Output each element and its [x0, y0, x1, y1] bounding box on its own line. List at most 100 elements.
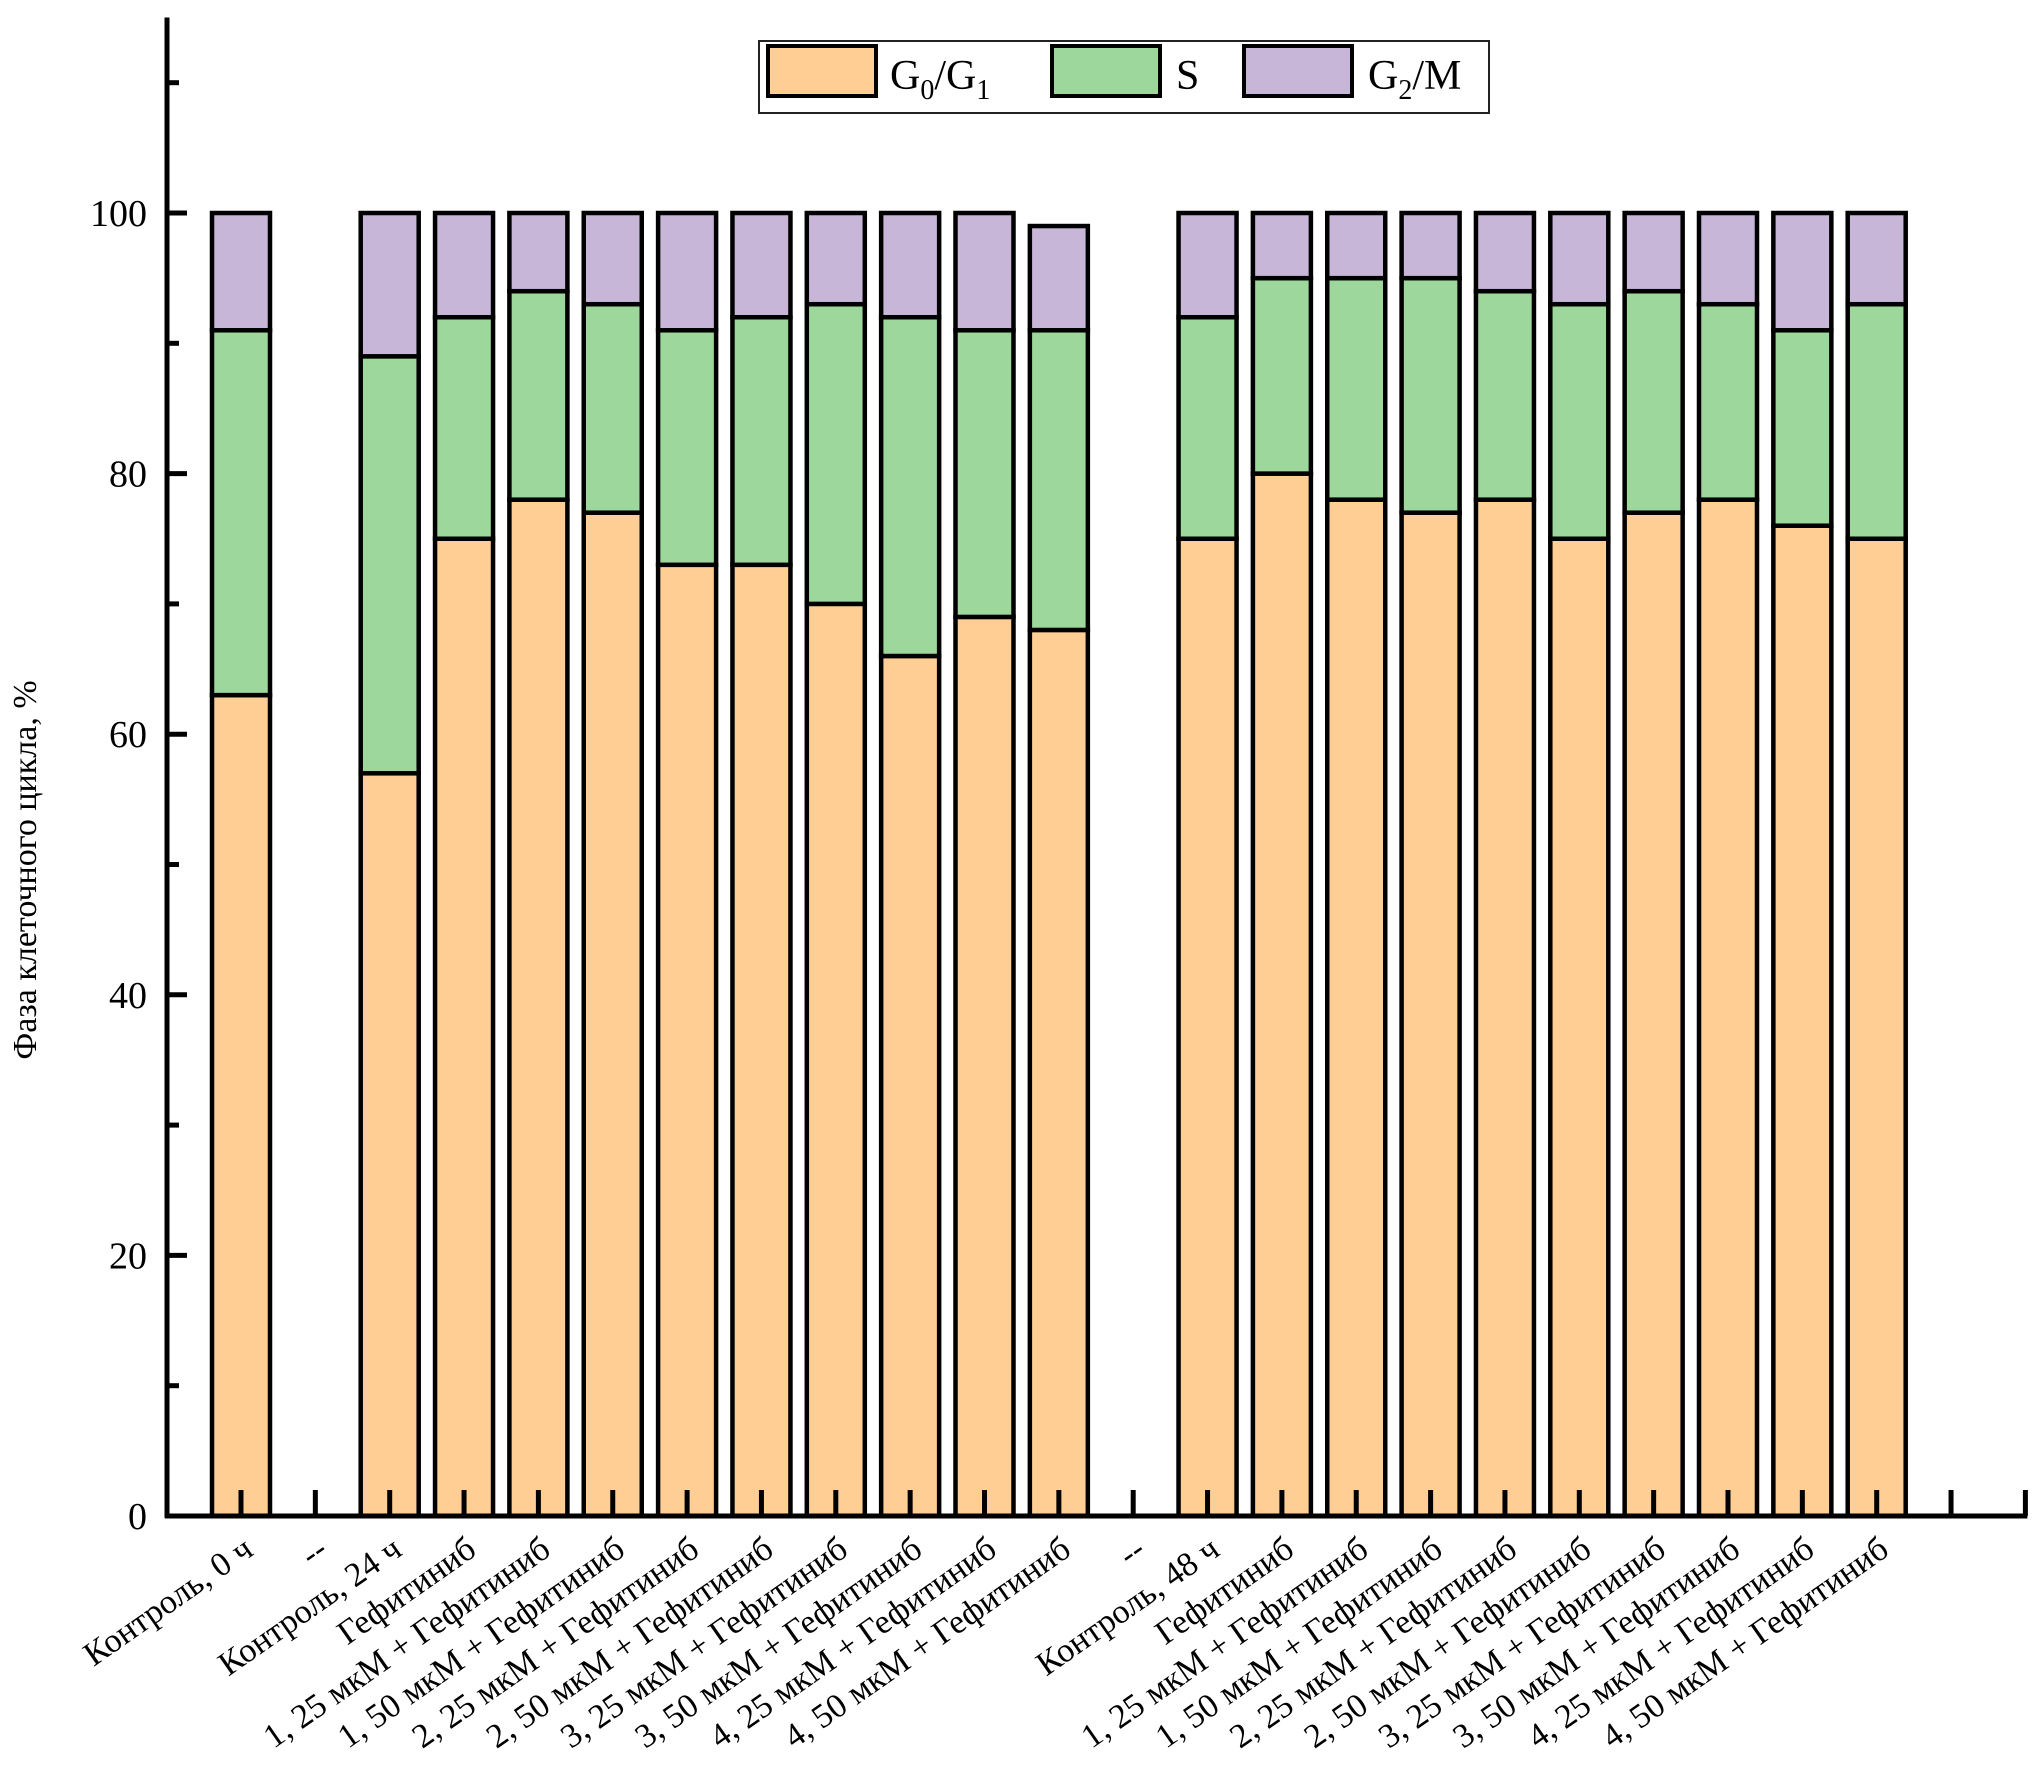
bar-segment-s [1325, 275, 1388, 502]
bar-segment-g2-m [581, 210, 644, 307]
y-tick-label: 60 [109, 714, 147, 756]
bar-segment-s [1027, 328, 1091, 633]
y-tick-label: 100 [90, 193, 147, 235]
bar-segment-g0-g1 [655, 562, 719, 1519]
bar-stack [1548, 210, 1611, 1519]
bar-segment-s [507, 288, 570, 502]
bar-segment-g2-m [209, 210, 273, 333]
bar-segment-g2-m [730, 210, 793, 320]
bar-stack [1771, 210, 1834, 1519]
bar-segment-g2-m [1622, 210, 1685, 294]
bar-segment-s [1548, 301, 1611, 541]
bar-segment-s [655, 328, 719, 568]
bar-segment-g2-m [804, 210, 868, 307]
bar-segment-s [432, 314, 496, 541]
bar-stack [1622, 210, 1685, 1519]
bar-stack [1250, 210, 1314, 1519]
bar-stack [1027, 223, 1091, 1519]
x-tick-labels: Контроль, 0 ч --Контроль, 24 чГефитиниб1,… [77, 1530, 1895, 1756]
legend-label: G2/M [1368, 53, 1461, 106]
y-tick-labels: 0 20 40 60 80 100 [90, 193, 147, 1538]
bar-stack [1696, 210, 1760, 1519]
bar-segment-g0-g1 [1696, 497, 1760, 1519]
bar-segment-g0-g1 [1325, 497, 1388, 1519]
bar-segment-g0-g1 [804, 601, 868, 1519]
legend-swatch [1050, 44, 1162, 98]
legend-swatch [1242, 44, 1354, 98]
legend-label: G0/G1 [890, 53, 990, 106]
bar-segment-g0-g1 [1250, 471, 1314, 1519]
bar-segment-g2-m [1250, 210, 1314, 281]
bar-stack [878, 210, 942, 1519]
legend: G0/G1 S G2/M [758, 40, 1490, 114]
bar-segment-g2-m [1548, 210, 1611, 307]
bar-segment-g0-g1 [1548, 536, 1611, 1519]
bar-segment-g0-g1 [878, 653, 942, 1519]
bar-segment-s [1845, 301, 1908, 541]
bar-stack [1473, 210, 1537, 1519]
bar-segment-s [358, 354, 421, 776]
bar-segment-s [209, 328, 273, 698]
bar-segment-g2-m [507, 210, 570, 294]
bar-segment-s [1176, 314, 1239, 541]
legend-item: G2/M [1242, 44, 1461, 106]
bar-stack [1399, 210, 1462, 1519]
bar-segment-g2-m [1473, 210, 1537, 294]
bar-segment-g2-m [1325, 210, 1388, 281]
legend-label: S [1176, 53, 1199, 99]
bar-stack [953, 210, 1016, 1519]
bar-stack [1325, 210, 1388, 1519]
axes-layer [164, 17, 2028, 1519]
bar-segment-g0-g1 [581, 510, 644, 1519]
bar-segment-s [1622, 288, 1685, 515]
bar-stack [581, 210, 644, 1519]
y-tick-label: 0 [128, 1496, 147, 1538]
bar-segment-g2-m [1771, 210, 1834, 333]
bar-segment-g0-g1 [1027, 627, 1091, 1519]
y-tick-label: 80 [109, 454, 147, 496]
bar-segment-g0-g1 [358, 771, 421, 1519]
bar-stack [1176, 210, 1239, 1519]
bar-segment-s [1399, 275, 1462, 515]
bar-segment-g2-m [1027, 223, 1091, 333]
x-category-label: -- [1112, 1530, 1152, 1573]
bar-segment-g0-g1 [1622, 510, 1685, 1519]
bar-stack [730, 210, 793, 1519]
bar-segment-g2-m [1176, 210, 1239, 320]
bar-segment-s [1473, 288, 1537, 502]
x-category-label: -- [294, 1530, 334, 1573]
bar-segment-g2-m [432, 210, 496, 320]
bar-segment-s [1771, 328, 1834, 528]
y-tick-label: 40 [109, 975, 147, 1017]
bar-segment-s [1696, 301, 1760, 502]
bar-segment-g2-m [1696, 210, 1760, 307]
bar-stack [358, 210, 421, 1519]
bar-segment-g0-g1 [953, 614, 1016, 1519]
bar-segment-g0-g1 [1176, 536, 1239, 1519]
bar-segment-s [953, 328, 1016, 620]
bar-segment-g0-g1 [1473, 497, 1537, 1519]
bar-segment-g2-m [878, 210, 942, 320]
bar-segment-s [804, 301, 868, 607]
bar-segment-g0-g1 [507, 497, 570, 1519]
bar-segment-s [730, 314, 793, 568]
bar-stack [804, 210, 868, 1519]
bar-segment-g0-g1 [730, 562, 793, 1519]
legend-swatch [766, 44, 878, 98]
bar-segment-g2-m [1845, 210, 1908, 307]
legend-item: G0/G1 [766, 44, 990, 106]
bar-segment-g2-m [953, 210, 1016, 333]
bar-stack [655, 210, 719, 1519]
y-axis-title: Фаза клеточного цикла, % [7, 680, 44, 1059]
bar-segment-g0-g1 [209, 692, 273, 1519]
bar-segment-g0-g1 [432, 536, 496, 1519]
bar-stack [507, 210, 570, 1519]
bar-stack [209, 210, 273, 1519]
bar-segment-g2-m [655, 210, 719, 333]
bar-stack [432, 210, 496, 1519]
bar-segment-g2-m [1399, 210, 1462, 281]
bar-stack [1845, 210, 1908, 1519]
bar-segment-s [1250, 275, 1314, 476]
bar-segment-g0-g1 [1399, 510, 1462, 1519]
